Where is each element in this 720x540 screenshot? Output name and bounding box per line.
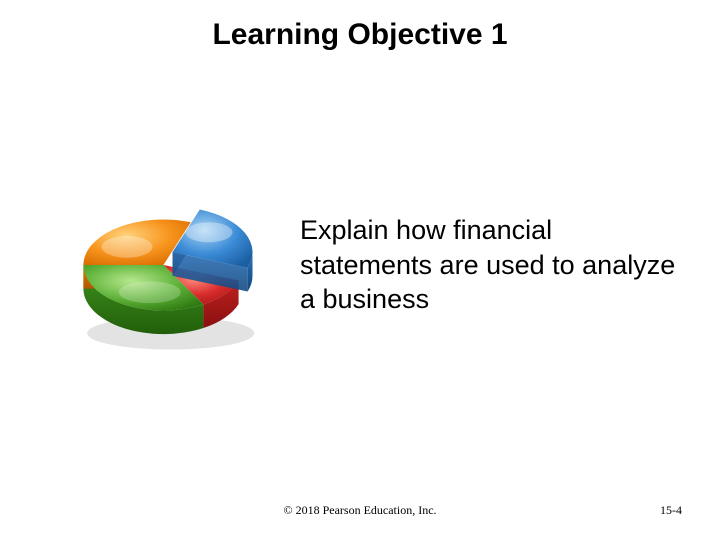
slide-number: 15-4 xyxy=(660,503,682,518)
copyright-text: © 2018 Pearson Education, Inc. xyxy=(0,503,720,518)
slide: Learning Objective 1 xyxy=(0,0,720,540)
pie-chart-icon xyxy=(60,165,285,365)
content-row: Explain how financial statements are use… xyxy=(60,165,680,365)
pie-highlight-orange xyxy=(102,236,153,258)
pie-highlight-blue xyxy=(185,222,232,242)
body-text: Explain how financial statements are use… xyxy=(300,213,680,317)
slide-title: Learning Objective 1 xyxy=(0,18,720,52)
pie-highlight-green xyxy=(119,281,181,303)
